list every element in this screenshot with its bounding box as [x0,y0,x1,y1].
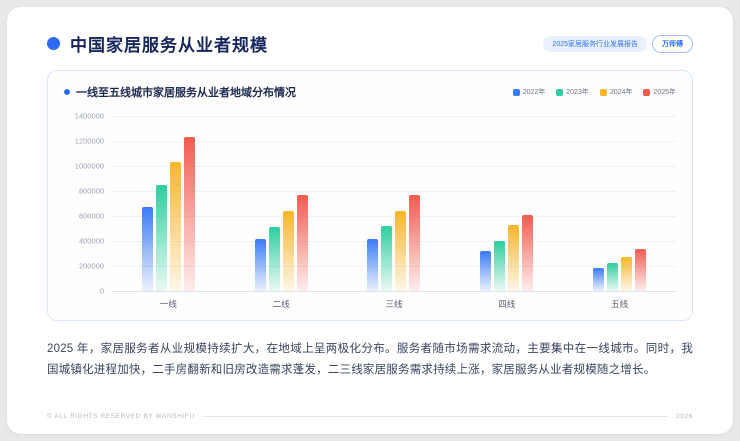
bar-2022年-五线 [593,267,605,291]
gridline [112,241,676,242]
page-title-wrap: 中国家居服务从业者规模 [47,31,268,56]
gridline [112,166,676,167]
bar-2022年-二线 [254,238,266,291]
chart-header: 一线至五线城市家居服务从业者地域分布情况 2022年 2023年 2024年 2025… [64,84,676,100]
x-axis-label: 三线 [385,299,403,309]
x-axis-label: 四线 [498,299,516,309]
bar-2024年-三线 [395,211,407,291]
legend-item-2025年[interactable]: 2025年 [643,87,676,97]
bar-2025年-一线 [183,137,195,291]
bar-2022年-三线 [367,238,379,291]
legend-label: 2024年 [609,89,633,96]
y-axis-tick-label: 1400000 [74,111,104,121]
x-axis-label: 五线 [611,299,629,309]
chart-legend: 2022年 2023年 2024年 2025年 [512,87,676,97]
y-axis-tick-label: 800000 [78,186,104,196]
bar-2022年-一线 [141,207,153,291]
legend-item-2024年[interactable]: 2024年 [599,87,633,97]
bar-group-二线 [254,194,308,291]
bar-2025年-四线 [522,214,534,291]
copyright-text: © ALL RIGHTS RESERVED BY WANSHIFU [47,413,195,420]
bar-group-四线 [480,214,534,291]
bar-2023年-五线 [607,262,619,291]
y-axis-tick-label: 200000 [78,261,104,271]
legend-item-2023年[interactable]: 2023年 [556,87,589,97]
legend-label: 2022年 [522,89,546,96]
plot-area-wrap: 一线 二线 三线 四线 五线 [112,116,676,310]
chart-panel: 一线至五线城市家居服务从业者地域分布情况 2022年 2023年 2024年 2025… [47,70,693,321]
gridline [112,191,676,192]
legend-label: 2023年 [566,89,589,96]
legend-swatch-icon [556,88,564,96]
gridline [112,216,676,217]
bar-group-五线 [593,248,647,291]
y-axis-tick-label: 400000 [78,236,104,246]
legend-label: 2025年 [653,89,676,96]
page-header: 中国家居服务从业者规模 2025家居服务行业发展报告 万师傅 [47,31,693,56]
x-axis: 一线 二线 三线 四线 五线 [112,298,676,310]
gridline [112,141,676,142]
legend-swatch-icon [512,88,520,96]
y-axis-tick-label: 1200000 [74,136,104,146]
bar-2023年-二线 [268,227,280,291]
brand-badge[interactable]: 万师傅 [652,35,693,53]
page-footer: © ALL RIGHTS RESERVED BY WANSHIFU 2026 [47,413,693,422]
gridline [112,116,676,117]
gridline [112,266,676,267]
report-badge[interactable]: 2025家居服务行业发展报告 [543,36,647,52]
plot-area [112,116,676,292]
chart-title-wrap: 一线至五线城市家居服务从业者地域分布情况 [64,84,296,100]
report-card: 中国家居服务从业者规模 2025家居服务行业发展报告 万师傅 一线至五线城市家居… [7,7,733,434]
x-axis-label: 二线 [272,299,290,309]
y-axis-tick-label: 0 [99,286,104,296]
title-bullet-icon [47,37,60,50]
footer-year: 2026 [676,413,693,420]
bar-2023年-一线 [155,184,167,291]
bar-2022年-四线 [480,251,492,291]
legend-swatch-icon [599,88,607,96]
y-axis-tick-label: 1000000 [74,161,104,171]
bar-2023年-四线 [494,241,506,291]
bar-2024年-五线 [621,257,633,291]
legend-item-2022年[interactable]: 2022年 [512,87,546,97]
bar-2025年-五线 [635,248,647,291]
bar-2024年-一线 [169,162,181,291]
chart-title: 一线至五线城市家居服务从业者地域分布情况 [76,87,296,99]
bar-2024年-四线 [508,224,520,291]
bar-2023年-三线 [381,226,393,291]
footer-divider [202,416,669,417]
bar-group-三线 [367,194,421,291]
summary-paragraph: 2025 年，家居服务者从业规模持续扩大，在地域上呈两极化分布。服务者随市场需求… [47,343,693,376]
bar-2025年-三线 [409,194,421,291]
bar-groups [112,116,676,291]
bar-group-一线 [141,137,195,291]
x-axis-label: 一线 [159,299,177,309]
y-axis: 1400000 1200000 1000000 800000 600000 400000 2… [64,112,112,296]
bar-chart: 1400000 1200000 1000000 800000 600000 400000 2… [64,112,676,310]
header-badges: 2025家居服务行业发展报告 万师傅 [543,35,693,53]
bar-2025年-二线 [296,194,308,291]
gridline [112,291,676,292]
page-title: 中国家居服务从业者规模 [70,36,268,55]
chart-title-bullet-icon [64,89,70,95]
y-axis-tick-label: 600000 [78,211,104,221]
legend-swatch-icon [643,88,651,96]
bar-2024年-二线 [282,211,294,291]
